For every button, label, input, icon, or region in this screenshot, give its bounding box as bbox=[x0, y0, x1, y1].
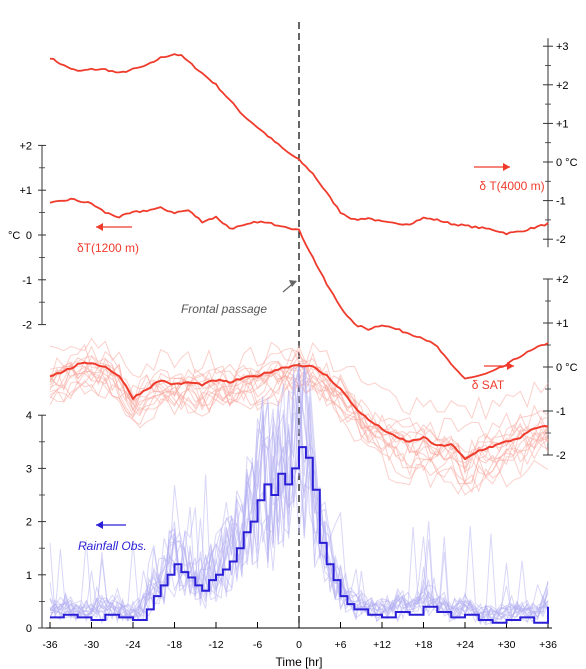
x-tick-label-12: +12 bbox=[373, 639, 391, 651]
t1200-tick-label-3: -1 bbox=[22, 275, 32, 287]
series-layer bbox=[49, 53, 549, 624]
frontal-passage-pointer-head bbox=[289, 280, 297, 287]
t4000-tick-label-3: 0 °C bbox=[556, 157, 578, 169]
t1200-arrow-head bbox=[96, 223, 103, 231]
sat-tick-label-4: -2 bbox=[556, 450, 566, 462]
axes-layer bbox=[38, 22, 553, 629]
x-tick-label--6: -6 bbox=[253, 639, 262, 651]
sat-member-14 bbox=[49, 345, 549, 484]
t1200-label: δT(1200 m) bbox=[77, 241, 139, 255]
t4000-line bbox=[49, 53, 549, 236]
t1200-axis-title: °C bbox=[8, 230, 20, 242]
x-axis-title: Time [hr] bbox=[276, 655, 323, 669]
rainfall-step-line bbox=[50, 446, 549, 624]
frontal-passage-label: Frontal passage bbox=[181, 302, 267, 316]
rain-arrow-head bbox=[96, 521, 103, 529]
x-tick-label-30: +30 bbox=[498, 639, 516, 651]
sat-tick-label-2: 0 °C bbox=[556, 362, 578, 374]
t1200-line bbox=[49, 197, 549, 380]
x-tick-label-24: +24 bbox=[456, 639, 474, 651]
rain-member-11 bbox=[49, 366, 549, 625]
rain-tick-label-1: 1 bbox=[26, 570, 32, 582]
t1200-tick-label-1: +1 bbox=[19, 185, 32, 197]
x-tick-label--12: -12 bbox=[208, 639, 223, 651]
x-tick-label-36: +36 bbox=[539, 639, 557, 651]
rain-label: Rainfall Obs. bbox=[78, 539, 147, 553]
sat-mean-line bbox=[49, 361, 549, 461]
rain-member-7 bbox=[49, 402, 549, 626]
sat-member-0 bbox=[49, 337, 549, 421]
sat-tick-label-0: +2 bbox=[556, 274, 569, 286]
x-tick-label--24: -24 bbox=[125, 639, 140, 651]
t4000-tick-label-4: -1 bbox=[556, 196, 566, 208]
sat-arrow-head bbox=[507, 362, 514, 370]
rain-tick-label-4: 4 bbox=[26, 410, 32, 422]
t4000-tick-label-5: -2 bbox=[556, 234, 566, 246]
labels-layer: -36 -30 -24 -18 -12 -6 0 +6 +12 +18 +24 +30 +36Time … bbox=[8, 41, 578, 669]
x-tick-label--36: -36 bbox=[42, 639, 57, 651]
x-tick-label--30: -30 bbox=[84, 639, 99, 651]
x-tick-label-6: +6 bbox=[335, 639, 347, 651]
sat-tick-label-3: -1 bbox=[556, 406, 566, 418]
t1200-tick-label-2: 0 bbox=[26, 230, 32, 242]
t4000-arrow-head bbox=[503, 163, 510, 171]
rain-tick-label-2: 2 bbox=[26, 517, 32, 529]
sat-label: δ SAT bbox=[472, 378, 505, 392]
rain-tick-label-3: 3 bbox=[26, 463, 32, 475]
t4000-tick-label-2: +1 bbox=[556, 118, 569, 130]
t4000-tick-label-1: +2 bbox=[556, 80, 569, 92]
t4000-label: δ T(4000 m) bbox=[479, 179, 544, 193]
rain-tick-label-0: 0 bbox=[26, 623, 32, 635]
x-tick-label-18: +18 bbox=[415, 639, 433, 651]
t4000-tick-label-0: +3 bbox=[556, 41, 569, 53]
x-tick-label-0: 0 bbox=[296, 639, 302, 651]
sat-tick-label-1: +1 bbox=[556, 318, 569, 330]
x-tick-label--18: -18 bbox=[167, 639, 182, 651]
t1200-tick-label-4: -2 bbox=[22, 320, 32, 332]
t1200-tick-label-0: +2 bbox=[19, 140, 32, 152]
sat-member-15 bbox=[49, 373, 549, 496]
